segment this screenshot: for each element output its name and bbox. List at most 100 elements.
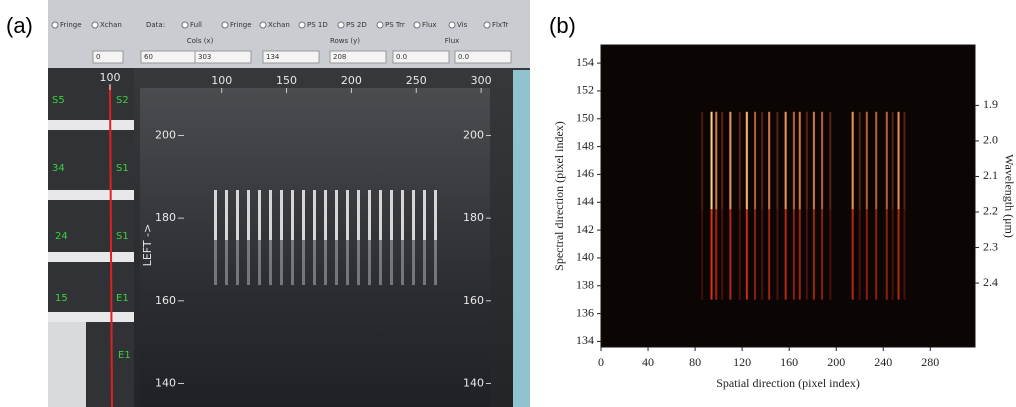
panel-label: (a) xyxy=(6,13,33,38)
spectral-line xyxy=(792,111,795,300)
spectral-line-peak xyxy=(776,111,779,210)
spectral-line xyxy=(738,111,741,300)
input-value: 0 xyxy=(96,53,100,61)
y-tick-label: 134 xyxy=(576,333,594,347)
fringe-streak xyxy=(280,190,283,240)
fringe-streak xyxy=(214,190,217,240)
input-box xyxy=(454,50,512,64)
y-tick-label: 148 xyxy=(576,138,594,152)
spectral-line-peak xyxy=(738,111,741,210)
radio-button xyxy=(448,21,456,29)
fringe-streak xyxy=(357,190,360,240)
toolbar-item: Data: xyxy=(146,21,165,29)
fringe-streak xyxy=(368,190,371,240)
fringe-streak xyxy=(247,240,250,285)
radio-button xyxy=(91,21,99,29)
fringe-streak xyxy=(390,190,393,240)
toolbar-item: PS 1D xyxy=(307,21,328,29)
plot-frame xyxy=(600,44,976,348)
spectral-line xyxy=(903,111,906,300)
radio-button xyxy=(483,21,491,29)
plot-area xyxy=(601,45,975,347)
spectral-line-peak xyxy=(885,111,888,210)
spectral-line-peak xyxy=(903,111,906,210)
input-box xyxy=(392,50,450,64)
field-label: Cols (x) xyxy=(187,37,214,45)
fringe-streak xyxy=(434,190,437,240)
y2-tick-label: 2.3 xyxy=(983,239,998,253)
spectral-line-peak xyxy=(891,111,894,210)
side-bar xyxy=(48,190,134,200)
x-tick-label: 80 xyxy=(689,355,701,369)
spectral-line xyxy=(754,111,757,300)
spectral-line-peak xyxy=(754,111,757,210)
fringe-streak xyxy=(412,190,415,240)
toolbar-item: Vis xyxy=(457,21,468,29)
spectral-line-peak xyxy=(851,111,854,210)
fringe-streak xyxy=(335,240,338,285)
y-tick-label: 138 xyxy=(576,278,594,292)
input-value: 0.0 xyxy=(458,53,469,61)
fringe-streak xyxy=(401,190,404,240)
spectral-line-peak xyxy=(798,111,801,210)
panel-label: (b) xyxy=(549,13,576,38)
fringe-streak xyxy=(291,240,294,285)
fringe-streak xyxy=(258,240,261,285)
x-tick-label: 200 xyxy=(827,355,845,369)
spectral-line xyxy=(885,111,888,300)
fringe-streak xyxy=(368,240,371,285)
spectral-line-peak xyxy=(715,111,718,210)
spectral-line xyxy=(715,111,718,300)
side-label: 24 xyxy=(55,231,68,242)
side-label: S5 xyxy=(52,95,65,106)
spectral-line xyxy=(812,111,815,300)
input-box xyxy=(262,50,320,64)
fringe-streak xyxy=(258,190,261,240)
y-tick-label: 150 xyxy=(576,111,594,125)
spectral-line xyxy=(875,111,878,300)
spectral-line xyxy=(829,111,832,300)
spectral-line xyxy=(721,111,724,300)
radio-button xyxy=(337,21,345,29)
spectral-line-peak xyxy=(761,111,764,210)
spectral-line-peak xyxy=(858,111,861,210)
y2-tick-label: 2.0 xyxy=(983,133,998,147)
spectral-line-peak xyxy=(821,111,824,210)
y-tick-label: 154 xyxy=(576,55,594,69)
spectral-line xyxy=(701,111,704,300)
fringe-streak xyxy=(269,190,272,240)
fringe-streak xyxy=(236,190,239,240)
input-value: 208 xyxy=(333,53,346,61)
fringe-streak xyxy=(346,190,349,240)
toolbar-item: FlxTr xyxy=(492,21,508,29)
y2-tick-label: 140 xyxy=(463,376,484,389)
spectral-line-peak xyxy=(805,111,808,210)
y2-tick-label: 1.9 xyxy=(983,97,998,111)
spectral-line-peak xyxy=(710,111,713,210)
spectral-line-peak xyxy=(784,111,787,210)
x-tick-label: 0 xyxy=(598,355,604,369)
input-box xyxy=(92,50,124,64)
fringe-streak xyxy=(313,190,316,240)
fringe-streak xyxy=(291,190,294,240)
fringe-streak xyxy=(423,190,426,240)
fringe-streak xyxy=(324,190,327,240)
fringe-streak xyxy=(423,240,426,285)
side-label: S2 xyxy=(116,95,129,106)
x-tick-label: 200 xyxy=(341,74,362,87)
side-label: 34 xyxy=(52,163,65,174)
radio-button xyxy=(181,21,189,29)
fringe-streak xyxy=(225,240,228,285)
y2-axis-label: Wavelength (μm) xyxy=(1002,154,1016,238)
y-tick-label: 142 xyxy=(576,222,594,236)
radio-button xyxy=(298,21,306,29)
y-tick-label: 152 xyxy=(576,83,594,97)
side-bar xyxy=(48,252,134,262)
x-tick-label: 240 xyxy=(874,355,892,369)
x-tick-label: 300 xyxy=(471,74,492,87)
y-axis-label: LEFT -> xyxy=(141,224,154,267)
toolbar-item: PS 2D xyxy=(346,21,367,29)
radio-button xyxy=(376,21,384,29)
spectral-line-peak xyxy=(768,111,771,210)
